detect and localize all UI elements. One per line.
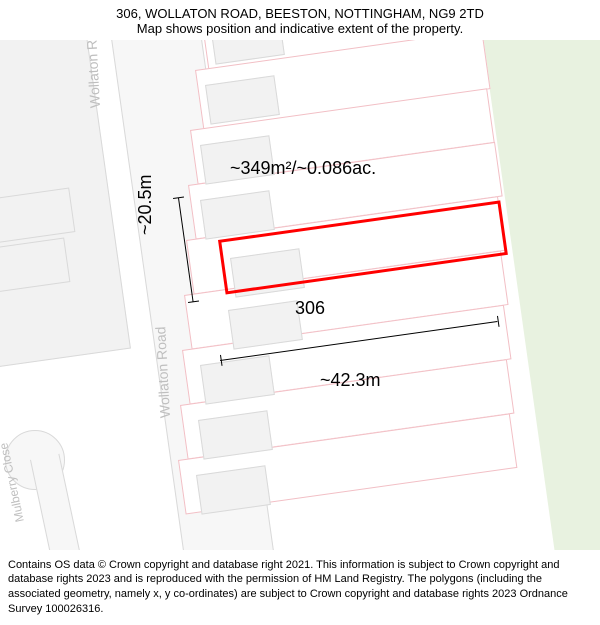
copyright-footer: Contains OS data © Crown copyright and d…: [0, 552, 600, 625]
map-canvas: ~349m²/~0.086ac. ~20.5m ~42.3m 306 Wolla…: [0, 40, 600, 550]
width-label: ~42.3m: [320, 370, 381, 391]
page-header: 306, WOLLATON ROAD, BEESTON, NOTTINGHAM,…: [0, 0, 600, 38]
copyright-text: Contains OS data © Crown copyright and d…: [8, 559, 568, 616]
area-label: ~349m²/~0.086ac.: [230, 158, 376, 179]
depth-label: ~20.5m: [135, 174, 156, 235]
page-title: 306, WOLLATON ROAD, BEESTON, NOTTINGHAM,…: [10, 6, 590, 21]
house-number-label: 306: [295, 298, 325, 319]
page-subtitle: Map shows position and indicative extent…: [10, 21, 590, 36]
cul-de-sac-road: [30, 454, 84, 550]
